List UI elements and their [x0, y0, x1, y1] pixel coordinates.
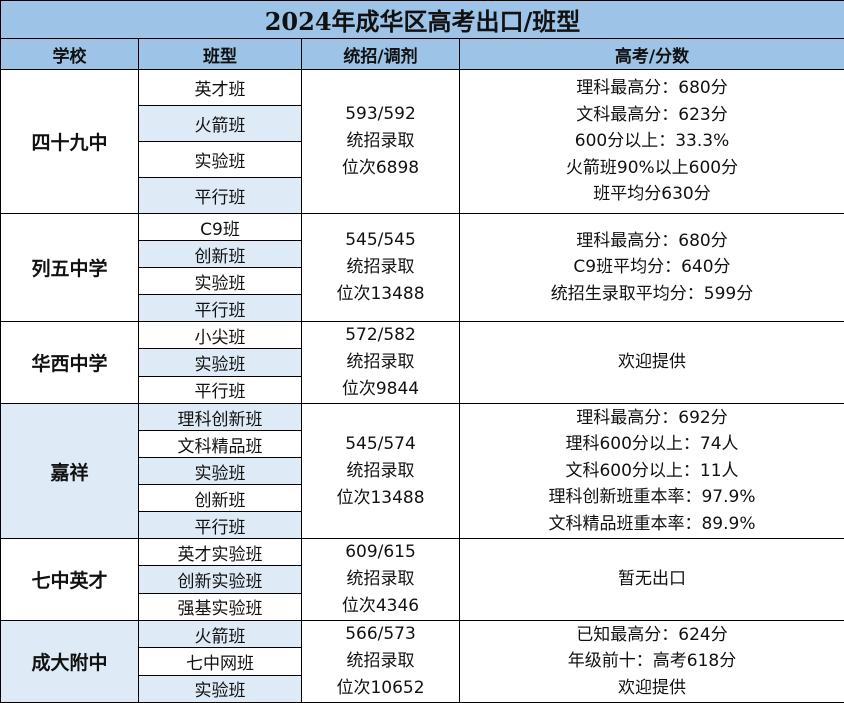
header-admission: 统招/调剂 [302, 39, 460, 70]
admission-line: 位次10652 [302, 675, 459, 702]
header-school: 学校 [1, 39, 139, 70]
class-type-cell: C9班 [139, 214, 302, 241]
score-cell: 已知最高分：624分年级前十：高考618分欢迎提供 [460, 621, 844, 703]
class-type-cell: 平行班 [139, 376, 302, 403]
score-line: C9班平均分：640分 [460, 254, 844, 281]
header-row: 学校 班型 统招/调剂 高考/分数 [1, 39, 844, 70]
class-type-cell: 实验班 [139, 268, 302, 295]
class-type-cell: 实验班 [139, 458, 302, 485]
admission-line: 统招录取 [302, 648, 459, 675]
admission-line: 位次4346 [302, 593, 459, 620]
admission-line: 统招录取 [302, 566, 459, 593]
score-line: 统招生录取平均分：599分 [460, 281, 844, 308]
score-line: 文科精品班重本率：89.9% [460, 511, 844, 538]
school-name: 成大附中 [1, 621, 139, 703]
school-name: 嘉祥 [1, 404, 139, 539]
score-line: 班平均分630分 [460, 181, 844, 208]
class-type-cell: 强基实验班 [139, 593, 302, 620]
class-type-cell: 实验班 [139, 675, 302, 702]
header-scores: 高考/分数 [460, 39, 844, 70]
score-line: 欢迎提供 [460, 675, 844, 702]
score-line: 理科600分以上：74人 [460, 431, 844, 458]
class-type-cell: 平行班 [139, 178, 302, 214]
score-line: 600分以上：33.3% [460, 128, 844, 155]
class-type-cell: 七中网班 [139, 648, 302, 675]
score-line: 文科600分以上：11人 [460, 458, 844, 485]
admission-line: 566/573 [302, 621, 459, 648]
class-type-cell: 创新实验班 [139, 566, 302, 593]
score-cell: 理科最高分：692分理科600分以上：74人文科600分以上：11人理科创新班重… [460, 404, 844, 539]
score-line: 暂无出口 [460, 566, 844, 593]
table-title: 2024年成华区高考出口/班型 [1, 1, 844, 39]
class-type-cell: 理科创新班 [139, 404, 302, 431]
class-type-cell: 实验班 [139, 349, 302, 376]
score-line: 火箭班90%以上600分 [460, 155, 844, 182]
school-name: 华西中学 [1, 322, 139, 404]
admission-line: 位次13488 [302, 281, 459, 308]
class-type-cell: 火箭班 [139, 621, 302, 648]
class-type-cell: 创新班 [139, 485, 302, 512]
header-class-type: 班型 [139, 39, 302, 70]
score-cell: 暂无出口 [460, 539, 844, 621]
admission-line: 统招录取 [302, 254, 459, 281]
school-name: 四十九中 [1, 70, 139, 214]
admission-line: 545/545 [302, 227, 459, 254]
class-type-cell: 英才实验班 [139, 539, 302, 566]
class-type-cell: 英才班 [139, 70, 302, 106]
class-type-cell: 小尖班 [139, 322, 302, 349]
score-line: 欢迎提供 [460, 349, 844, 376]
score-cell: 欢迎提供 [460, 322, 844, 404]
score-line: 理科创新班重本率：97.9% [460, 484, 844, 511]
score-line: 文科最高分：623分 [460, 102, 844, 129]
admission-line: 统招录取 [302, 458, 459, 485]
admission-line: 609/615 [302, 539, 459, 566]
class-type-cell: 实验班 [139, 142, 302, 178]
admission-line: 545/574 [302, 431, 459, 458]
score-line: 理科最高分：692分 [460, 405, 844, 432]
admission-line: 统招录取 [302, 128, 459, 155]
school-name: 七中英才 [1, 539, 139, 621]
class-type-cell: 火箭班 [139, 106, 302, 142]
admission-line: 位次6898 [302, 155, 459, 182]
score-line: 理科最高分：680分 [460, 75, 844, 102]
class-type-cell: 文科精品班 [139, 431, 302, 458]
score-line: 年级前十：高考618分 [460, 648, 844, 675]
admission-line: 572/582 [302, 322, 459, 349]
admission-line: 位次13488 [302, 485, 459, 512]
class-type-cell: 创新班 [139, 241, 302, 268]
class-type-cell: 平行班 [139, 512, 302, 539]
admission-line: 位次9844 [302, 376, 459, 403]
school-name: 列五中学 [1, 214, 139, 322]
score-line: 已知最高分：624分 [460, 622, 844, 649]
admission-line: 593/592 [302, 101, 459, 128]
admission-line: 统招录取 [302, 349, 459, 376]
class-type-cell: 平行班 [139, 295, 302, 322]
score-line: 理科最高分：680分 [460, 228, 844, 255]
title-row: 2024年成华区高考出口/班型 [1, 1, 844, 39]
